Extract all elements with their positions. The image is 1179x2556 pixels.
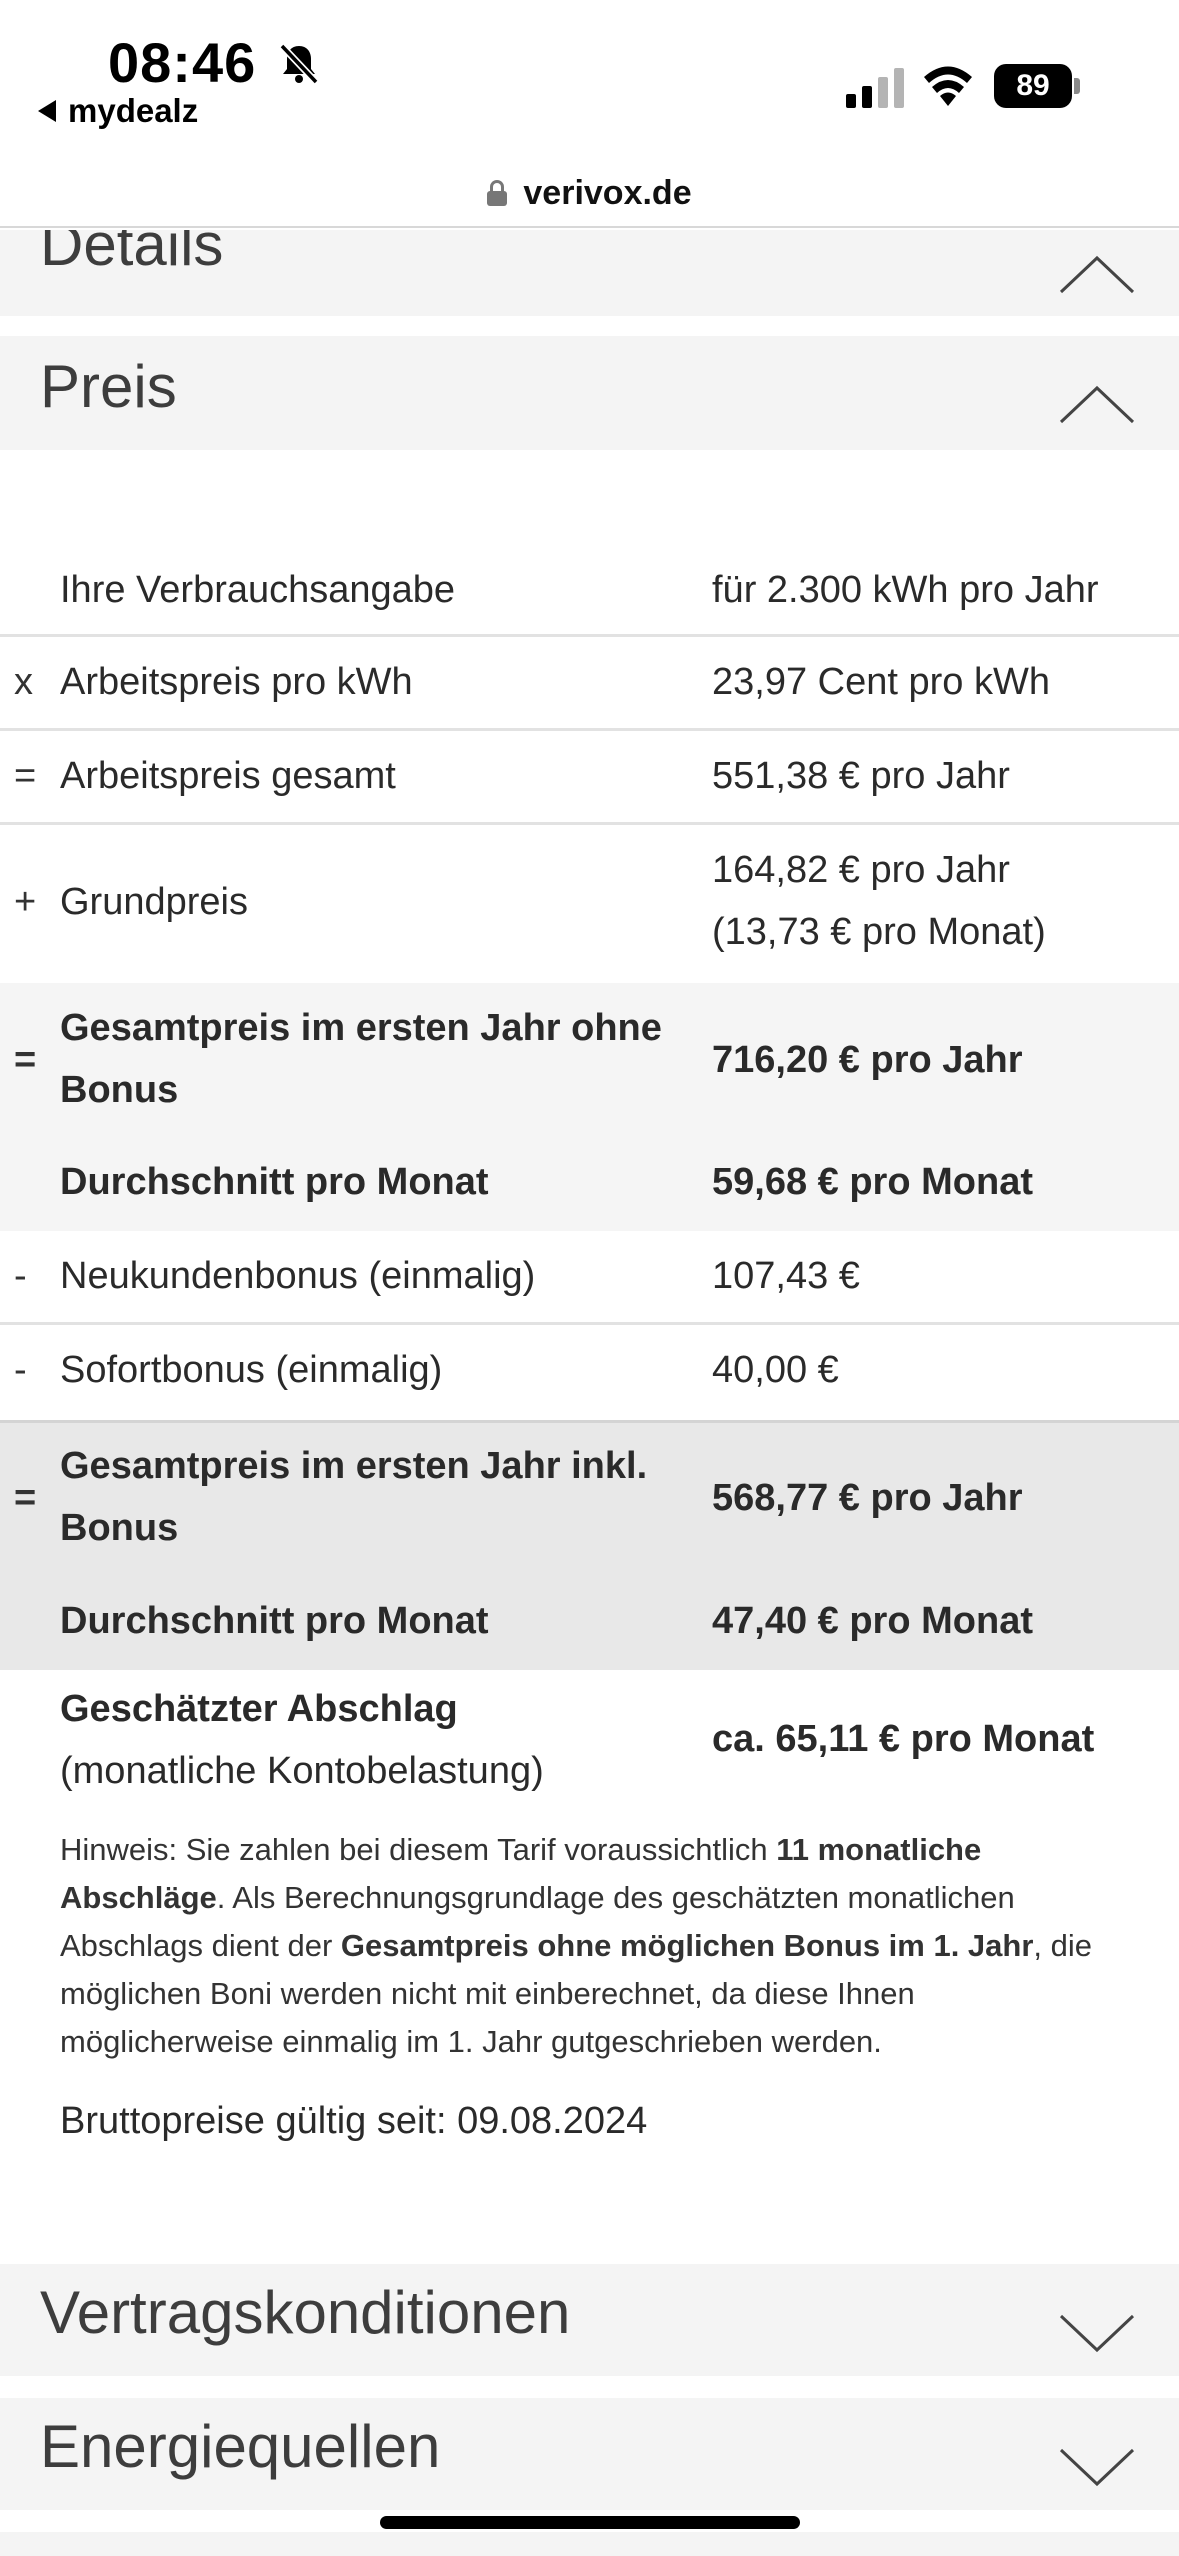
total-with-bonus-band: [0, 1420, 1179, 1670]
row-sign: -: [14, 1349, 27, 1391]
row-label: Durchschnitt pro Monat: [60, 1600, 489, 1642]
battery-nub: [1074, 78, 1080, 94]
hint-text: . Als Berechnungsgrundlage des geschätzt…: [60, 1880, 1015, 1963]
price-row-work-price-total: = Arbeitspreis gesamt 551,38 € pro Jahr: [0, 731, 1179, 825]
row-label-line1: Geschätzter Abschlag: [60, 1688, 458, 1730]
hint-bold: 11 monatliche Abschläge: [60, 1832, 982, 1915]
section-energie-title: Energiequellen: [40, 2413, 441, 2480]
row-sign: +: [14, 881, 37, 923]
row-value: 107,43 €: [712, 1255, 860, 1297]
row-label-line1: Gesamtpreis im ersten Jahr inkl.: [60, 1445, 648, 1487]
row-value: ca. 65,11 € pro Monat: [712, 1718, 1095, 1760]
signal-icon: [846, 68, 904, 108]
installment-hint: Hinweis: Sie zahlen bei diesem Tarif vor…: [60, 1826, 1120, 2066]
chevron-down-icon: [1059, 2448, 1135, 2487]
wifi-icon: [924, 66, 972, 106]
row-value-line1: 164,82 € pro Jahr: [712, 849, 1010, 891]
battery-level: 89: [994, 64, 1072, 108]
back-to-app-button[interactable]: mydealz: [38, 92, 198, 130]
section-details-title: Details: [40, 230, 224, 278]
chevron-up-icon: [1059, 385, 1135, 424]
section-energie-header[interactable]: Energiequellen: [0, 2398, 1179, 2510]
row-value-line2: (13,73 € pro Monat): [712, 911, 1046, 953]
row-label-line2: (monatliche Kontobelastung): [60, 1750, 544, 1792]
row-label: Durchschnitt pro Monat: [60, 1161, 489, 1203]
row-sign: -: [14, 1255, 27, 1297]
url-domain: verivox.de: [523, 173, 692, 212]
home-indicator[interactable]: [380, 2516, 800, 2529]
price-row-estimated-installment: Geschätzter Abschlag (monatliche Kontobe…: [0, 1670, 1179, 1818]
section-details-header[interactable]: Details: [0, 230, 1179, 316]
address-bar[interactable]: verivox.de: [0, 160, 1179, 228]
row-sign: =: [14, 755, 37, 797]
row-label: Arbeitspreis pro kWh: [60, 661, 413, 703]
row-value: 47,40 € pro Monat: [712, 1600, 1033, 1642]
row-label: Grundpreis: [60, 881, 248, 923]
section-next-header[interactable]: [0, 2532, 1179, 2556]
hint-bold: Gesamtpreis ohne möglichen Bonus im 1. J…: [340, 1928, 1034, 1963]
row-label: Neukundenbonus (einmalig): [60, 1255, 536, 1297]
row-sign: =: [14, 1477, 37, 1519]
row-label: Ihre Verbrauchsangabe: [60, 569, 456, 611]
price-row-new-customer-bonus: - Neukundenbonus (einmalig) 107,43 €: [0, 1231, 1179, 1325]
row-value: 568,77 € pro Jahr: [712, 1477, 1023, 1519]
row-label-line1: Gesamtpreis im ersten Jahr ohne: [60, 1007, 662, 1049]
section-vertrag-title: Vertragskonditionen: [40, 2279, 571, 2346]
row-label-line2: Bonus: [60, 1069, 179, 1111]
row-value: 40,00 €: [712, 1349, 839, 1391]
row-sign: x: [14, 661, 33, 703]
price-row-avg-month-without-bonus: Durchschnitt pro Monat 59,68 € pro Monat: [0, 1137, 1179, 1231]
row-label-line2: Bonus: [60, 1507, 179, 1549]
section-preis-title: Preis: [40, 353, 177, 420]
price-row-work-price-kwh: x Arbeitspreis pro kWh 23,97 Cent pro kW…: [0, 637, 1179, 731]
row-label: Sofortbonus (einmalig): [60, 1349, 443, 1391]
section-vertrag-header[interactable]: Vertragskonditionen: [0, 2264, 1179, 2376]
row-sign: =: [14, 1039, 37, 1081]
row-value: 716,20 € pro Jahr: [712, 1039, 1023, 1081]
bell-slash-icon: [279, 43, 319, 85]
chevron-up-icon: [1059, 255, 1135, 294]
section-preis-header[interactable]: Preis: [0, 336, 1179, 450]
clock: 08:46: [108, 31, 257, 94]
row-value: 59,68 € pro Monat: [712, 1161, 1033, 1203]
price-row-avg-month-with-bonus: Durchschnitt pro Monat 47,40 € pro Monat: [0, 1576, 1179, 1670]
hint-text: , die möglichen Boni werden nicht mit ei…: [60, 1928, 1093, 2059]
price-row-total-with-bonus: = Gesamtpreis im ersten Jahr inkl. Bonus…: [0, 1420, 1179, 1576]
row-value: 23,97 Cent pro kWh: [712, 661, 1050, 703]
price-row-consumption: Ihre Verbrauchsangabe für 2.300 kWh pro …: [0, 557, 1179, 637]
price-row-total-without-bonus: = Gesamtpreis im ersten Jahr ohne Bonus …: [0, 983, 1179, 1137]
row-value: für 2.300 kWh pro Jahr: [712, 569, 1099, 611]
hint-text: Hinweis: Sie zahlen bei diesem Tarif vor…: [60, 1832, 777, 1867]
back-app-label: mydealz: [68, 92, 199, 129]
status-bar: 08:46 mydealz 89: [0, 0, 1179, 160]
row-value: 551,38 € pro Jahr: [712, 755, 1010, 797]
row-label: Arbeitspreis gesamt: [60, 755, 396, 797]
prices-valid-since: Bruttopreise gültig seit: 09.08.2024: [60, 2100, 648, 2142]
price-row-instant-bonus: - Sofortbonus (einmalig) 40,00 €: [0, 1325, 1179, 1420]
price-row-base-price: + Grundpreis 164,82 € pro Jahr (13,73 € …: [0, 825, 1179, 983]
battery-icon: 89: [994, 64, 1080, 108]
total-without-bonus-band: [0, 983, 1179, 1231]
chevron-down-icon: [1059, 2314, 1135, 2353]
back-arrow-icon: [38, 100, 56, 122]
lock-icon: [487, 180, 508, 206]
